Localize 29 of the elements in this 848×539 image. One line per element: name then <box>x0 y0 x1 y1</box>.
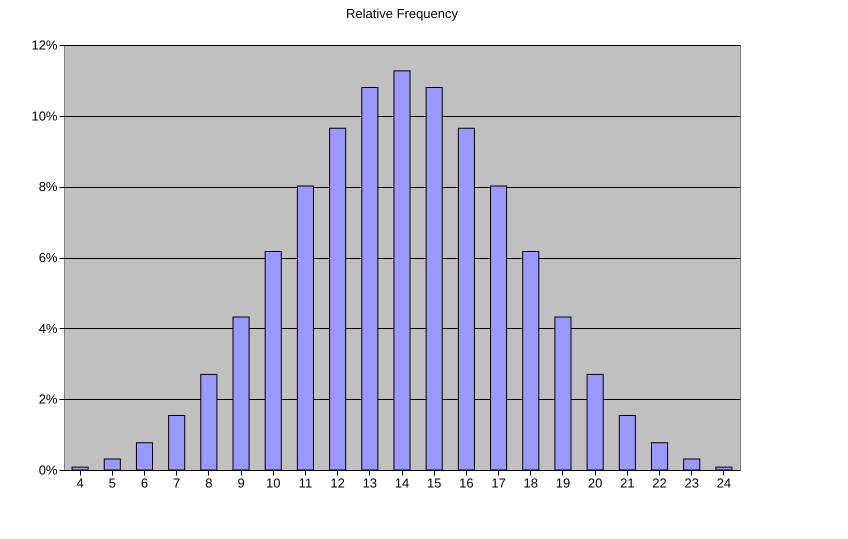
x-tick-label: 6 <box>140 476 148 490</box>
y-tick-label: 10% <box>31 108 58 124</box>
x-tick-label: 10 <box>266 476 280 490</box>
x-tick-label: 12 <box>330 476 345 490</box>
x-tick-label: 5 <box>108 476 116 490</box>
x-tick-label: 21 <box>620 476 635 490</box>
x-tick-label: 16 <box>459 476 474 490</box>
y-tick-label: 2% <box>38 392 58 407</box>
x-tick-label: 7 <box>173 476 180 490</box>
x-tick-label: 11 <box>298 476 312 490</box>
x-tick-label: 22 <box>652 476 667 490</box>
y-tick-label: 0% <box>38 462 58 478</box>
y-tick-label: 4% <box>38 320 58 336</box>
y-tick-label: 6% <box>38 250 58 265</box>
x-tick-label: 8 <box>205 476 212 490</box>
y-tick-label: 12% <box>31 38 58 52</box>
chart-title: Relative Frequency <box>346 6 458 21</box>
x-tick-label: 9 <box>237 476 245 490</box>
x-tick-label: 14 <box>394 476 410 490</box>
x-tick-label: 4 <box>76 476 84 490</box>
x-tick-label: 19 <box>556 476 570 490</box>
y-tick-label: 8% <box>38 179 58 194</box>
x-tick-label: 15 <box>426 476 442 490</box>
x-tick-label: 13 <box>362 476 378 490</box>
x-tick-label: 24 <box>716 476 732 490</box>
x-tick-label: 17 <box>491 476 506 490</box>
x-tick-label: 23 <box>684 476 699 490</box>
x-tick-label: 20 <box>588 476 602 490</box>
x-tick-label: 18 <box>524 476 538 490</box>
